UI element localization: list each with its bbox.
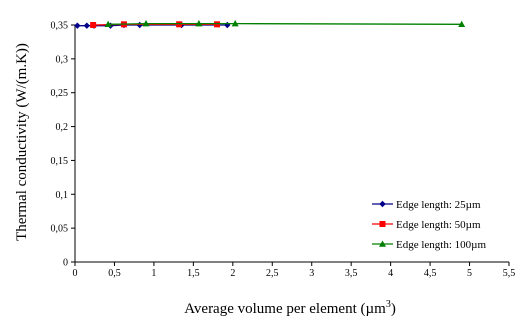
- x-axis-title-superscript: 3: [386, 299, 391, 310]
- legend-marker-diamond: [379, 200, 386, 208]
- x-tick-label: 0,5: [108, 268, 121, 279]
- axes: [74, 25, 509, 263]
- y-tick-label: 0,25: [51, 88, 69, 99]
- x-tick-label: 2,5: [266, 268, 279, 279]
- y-tick-label: 0,1: [56, 190, 69, 201]
- series-line-2: [108, 22, 462, 25]
- data-point-diamond: [224, 21, 231, 29]
- legend-item-2: Edge length: 100µm: [372, 239, 486, 251]
- x-tick-label: 4,5: [424, 268, 437, 279]
- x-tick-label: 5,5: [503, 268, 516, 279]
- data-point-triangle: [195, 20, 203, 27]
- data-point-square: [214, 21, 221, 28]
- y-tick-label: 0,15: [51, 156, 69, 167]
- legend-marker-square: [379, 221, 386, 227]
- y-tick-label: 0,05: [51, 224, 69, 235]
- x-axis-title: Average volume per element (µm3): [184, 299, 396, 317]
- legend: Edge length: 25µm Edge length: 50µm Edge…: [372, 199, 486, 251]
- data-point-triangle: [458, 20, 466, 28]
- x-tick-label: 1: [151, 268, 156, 279]
- data-point-triangle: [231, 20, 239, 27]
- y-tick-label: 0: [63, 258, 68, 269]
- x-axis-title-main: Average volume per element (µm: [184, 301, 386, 317]
- x-tick-label: 0: [73, 268, 78, 279]
- legend-item-0: Edge length: 25µm: [372, 199, 481, 211]
- data-point-triangle: [104, 20, 112, 28]
- x-tick-label: 5: [467, 268, 472, 279]
- y-tick-label: 0,3: [56, 54, 69, 65]
- legend-label-2: Edge length: 100µm: [396, 239, 486, 251]
- x-tick-label: 3,5: [345, 268, 358, 279]
- data-point-square: [90, 22, 97, 28]
- x-tick-label: 3: [309, 268, 314, 279]
- x-ticks: 0 0,5 1 1,5 2 2,5 3 3,5 4 4,5 5 5,5: [73, 262, 516, 279]
- y-axis-title: Thermal conductivity (W/(m.K)): [14, 43, 30, 241]
- series-layer: [74, 20, 466, 29]
- x-tick-label: 4: [388, 268, 393, 279]
- x-tick-label: 1,5: [187, 268, 200, 279]
- data-point-diamond: [74, 22, 81, 29]
- y-tick-label: 0,35: [51, 21, 69, 32]
- legend-marker-triangle: [379, 240, 386, 247]
- y-ticks: 0 0,05 0,1 0,15 0,2 0,25 0,3 0,35: [51, 21, 75, 269]
- data-point-triangle: [142, 20, 150, 27]
- x-axis-title-suffix: ): [391, 301, 396, 317]
- legend-label-0: Edge length: 25µm: [396, 199, 481, 211]
- data-point-square: [176, 21, 183, 28]
- y-tick-label: 0,2: [56, 122, 69, 133]
- data-point-diamond: [83, 22, 91, 29]
- data-point-diamond: [136, 21, 143, 29]
- x-tick-label: 2: [230, 268, 235, 279]
- legend-label-1: Edge length: 50µm: [396, 219, 481, 231]
- legend-item-1: Edge length: 50µm: [372, 219, 481, 231]
